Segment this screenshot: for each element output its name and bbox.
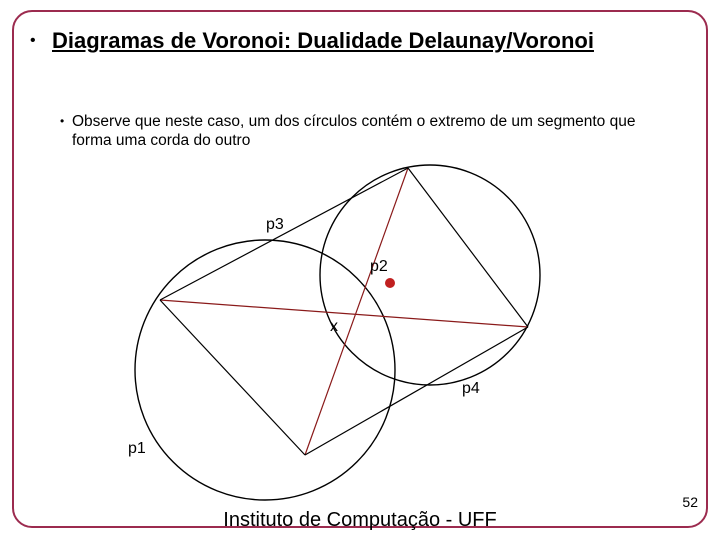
bullet-icon: • (60, 114, 64, 128)
subtext-area: • Observe que neste caso, um dos círculo… (72, 112, 662, 151)
diagram-label-p4: p4 (462, 380, 480, 398)
page-number: 52 (682, 494, 698, 510)
diagram-label-p3: p3 (266, 216, 284, 234)
diagram-label-p1: p1 (128, 440, 146, 458)
title-text: Diagramas de Voronoi: Dualidade Delaunay… (52, 28, 594, 53)
footer-text: Instituto de Computação - UFF (0, 509, 720, 532)
slide-frame (12, 10, 708, 528)
slide-title: Diagramas de Voronoi: Dualidade Delaunay… (52, 28, 652, 54)
diagram-label-p2: p2 (370, 258, 388, 276)
title-area: • Diagramas de Voronoi: Dualidade Delaun… (52, 28, 652, 54)
slide-subtext: Observe que neste caso, um dos círculos … (72, 112, 662, 151)
diagram-label-x: x (330, 318, 338, 336)
bullet-icon: • (30, 32, 36, 50)
